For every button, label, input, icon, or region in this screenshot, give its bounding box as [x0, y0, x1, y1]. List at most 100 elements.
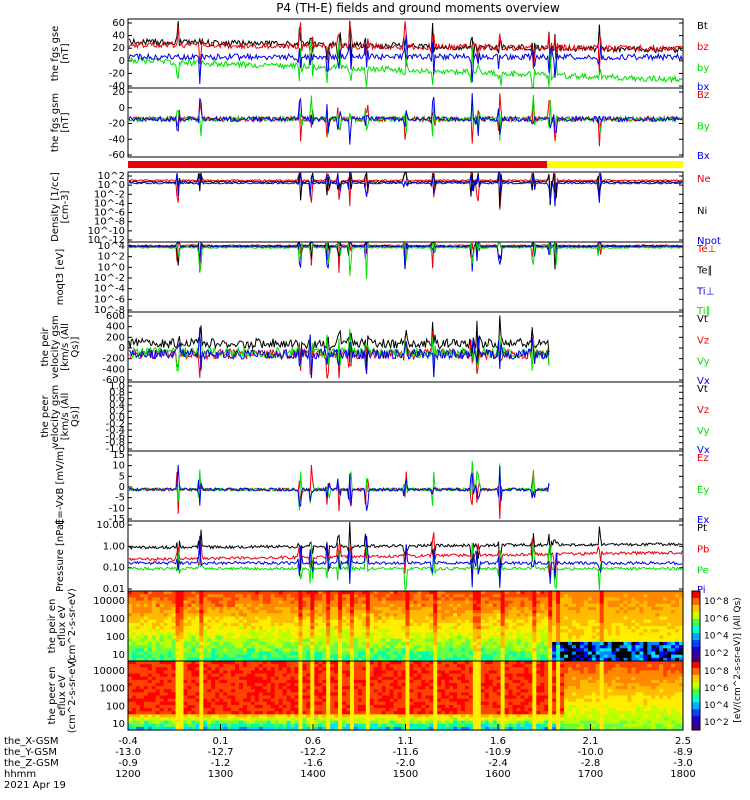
heat-cell: [171, 603, 177, 608]
heat-cell: [393, 667, 399, 672]
heat-cell: [235, 613, 240, 618]
heat-cell: [163, 594, 169, 598]
heat-cell: [552, 635, 557, 640]
heat-cell: [274, 591, 280, 595]
heat-cell: [187, 711, 193, 715]
heat-cell: [591, 645, 597, 649]
heat-cell: [457, 648, 462, 653]
heat-cell: [147, 651, 153, 656]
heat-cell: [393, 603, 399, 608]
heat-cell: [219, 695, 224, 700]
heat-cell: [203, 600, 208, 605]
heat-cell: [401, 622, 407, 627]
heat-cell: [544, 606, 549, 611]
heat-cell: [310, 720, 315, 725]
heat-cell: [496, 613, 502, 618]
heat-cell: [377, 667, 383, 672]
heat-cell: [373, 632, 379, 637]
heat-cell: [207, 670, 212, 675]
heat-cell: [548, 594, 553, 598]
heat-cell: [350, 676, 355, 681]
heat-cell: [627, 603, 633, 608]
heat-cell: [353, 714, 359, 719]
heat-cell: [330, 679, 335, 684]
heat-cell: [191, 720, 196, 725]
heat-cell: [179, 701, 185, 706]
heat-cell: [143, 689, 149, 693]
heat-cell: [266, 616, 272, 621]
heat-cell: [167, 626, 173, 630]
heat-cell: [373, 676, 379, 681]
heat-cell: [250, 591, 256, 595]
heat-cell: [357, 679, 363, 684]
heat-cell: [342, 591, 347, 595]
heat-cell: [425, 695, 430, 700]
heat-cell: [219, 664, 224, 668]
heat-cell: [560, 648, 565, 653]
heat-cell: [548, 632, 553, 637]
heat-cell: [159, 622, 165, 627]
heat-cell: [389, 689, 395, 693]
heat-cell: [294, 676, 300, 681]
heat-cell: [357, 667, 363, 672]
heat-cell: [250, 648, 256, 653]
heat-cell: [389, 723, 395, 728]
heat-cell: [167, 632, 173, 637]
heat-cell: [429, 616, 434, 621]
heat-cell: [171, 661, 177, 665]
heat-cell: [163, 616, 169, 621]
heat-cell: [235, 667, 240, 672]
heat-cell: [207, 711, 212, 715]
heat-cell: [250, 676, 256, 681]
heat-cell: [663, 591, 668, 595]
heat-cell: [532, 638, 537, 643]
heat-cell: [330, 641, 335, 646]
heat-cell: [405, 676, 411, 681]
heat-cell: [215, 654, 220, 659]
heat-cell: [421, 597, 426, 602]
heat-cell: [564, 610, 569, 614]
heat-cell: [365, 714, 371, 719]
heat-cell: [655, 641, 660, 646]
heat-cell: [274, 613, 280, 618]
heat-cell: [579, 616, 585, 621]
heat-cell: [306, 645, 311, 649]
heat-cell: [306, 594, 311, 598]
heat-cell: [365, 689, 371, 693]
heat-cell: [572, 603, 577, 608]
heat-cell: [492, 600, 498, 605]
heat-cell: [445, 616, 450, 621]
heat-cell: [219, 632, 224, 637]
heat-cell: [548, 616, 553, 621]
heat-cell: [393, 689, 399, 693]
heat-cell: [568, 629, 573, 633]
heat-cell: [369, 641, 375, 646]
heat-cell: [338, 629, 343, 633]
heat-cell: [270, 670, 276, 675]
heat-cell: [199, 708, 204, 712]
heat-cell: [179, 726, 185, 731]
ylabel: [nT]: [60, 112, 71, 132]
heat-cell: [254, 648, 260, 653]
heat-cell: [159, 670, 165, 675]
heat-cell: [393, 698, 399, 703]
heat-cell: [544, 641, 549, 646]
heat-cell: [199, 701, 204, 706]
heat-cell: [373, 629, 379, 633]
heat-cell: [635, 613, 640, 618]
heat-cell: [211, 692, 216, 697]
heat-cell: [528, 645, 533, 649]
heat-cell: [246, 594, 252, 598]
heat-cell: [548, 600, 553, 605]
heat-cell: [322, 629, 327, 633]
heat-cell: [579, 657, 585, 662]
heat-cell: [421, 654, 426, 659]
heat-cell: [607, 648, 613, 653]
heat-cell: [401, 651, 407, 656]
heat-cell: [215, 632, 220, 637]
heat-cell: [492, 645, 498, 649]
heat-cell: [496, 645, 502, 649]
heat-cell: [353, 635, 359, 640]
heat-cell: [615, 591, 621, 595]
heat-cell: [512, 594, 518, 598]
